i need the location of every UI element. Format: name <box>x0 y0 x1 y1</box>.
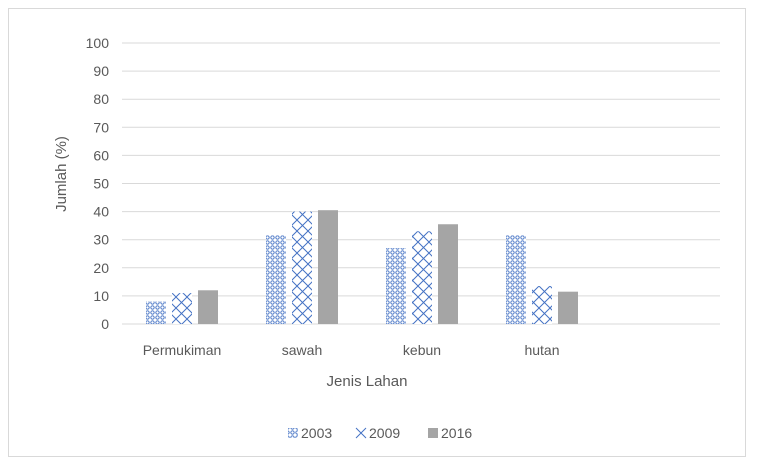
bar-2009-kebun <box>412 231 432 324</box>
x-axis-ticks: Permukiman sawah kebun hutan <box>143 342 560 358</box>
y-tick-label: 50 <box>93 176 109 192</box>
x-tick-label: sawah <box>282 342 322 358</box>
legend-label: 2016 <box>441 425 472 441</box>
y-tick-label: 80 <box>93 91 109 107</box>
bar-2016-hutan <box>558 291 578 324</box>
y-tick-label: 70 <box>93 119 109 135</box>
bar-2016-kebun <box>438 224 458 324</box>
legend: 2003 2009 2016 <box>288 425 472 441</box>
legend-label: 2003 <box>301 425 332 441</box>
x-tick-label: hutan <box>524 342 559 358</box>
x-tick-label: kebun <box>403 342 441 358</box>
y-axis-ticks: 0 10 20 30 40 50 60 70 80 90 100 <box>86 35 110 332</box>
legend-swatch-2016 <box>428 428 438 438</box>
bar-2009-hutan <box>532 286 552 324</box>
y-tick-label: 90 <box>93 63 109 79</box>
y-axis-title: Jumlah (%) <box>53 136 70 212</box>
bar-2009-sawah <box>292 211 312 324</box>
y-tick-label: 20 <box>93 260 109 276</box>
gridlines <box>122 42 720 325</box>
x-axis-title: Jenis Lahan <box>327 373 408 390</box>
bar-2003-kebun <box>386 248 406 324</box>
bars <box>146 210 578 324</box>
y-tick-label: 10 <box>93 288 109 304</box>
legend-swatch-2003 <box>288 428 298 438</box>
chart-frame <box>8 8 746 457</box>
legend-label: 2009 <box>369 425 400 441</box>
bar-2016-sawah <box>318 210 338 324</box>
y-tick-label: 0 <box>101 316 109 332</box>
bar-2009-permukiman <box>172 293 192 324</box>
bar-2016-permukiman <box>198 290 218 324</box>
bar-2003-sawah <box>266 235 286 324</box>
y-tick-label: 30 <box>93 232 109 248</box>
bar-2003-hutan <box>506 235 526 324</box>
legend-swatch-2009 <box>355 427 367 439</box>
bar-2003-permukiman <box>146 301 166 324</box>
x-tick-label: Permukiman <box>143 342 222 358</box>
y-tick-label: 60 <box>93 147 109 163</box>
y-tick-label: 40 <box>93 204 109 220</box>
y-tick-label: 100 <box>86 35 110 51</box>
